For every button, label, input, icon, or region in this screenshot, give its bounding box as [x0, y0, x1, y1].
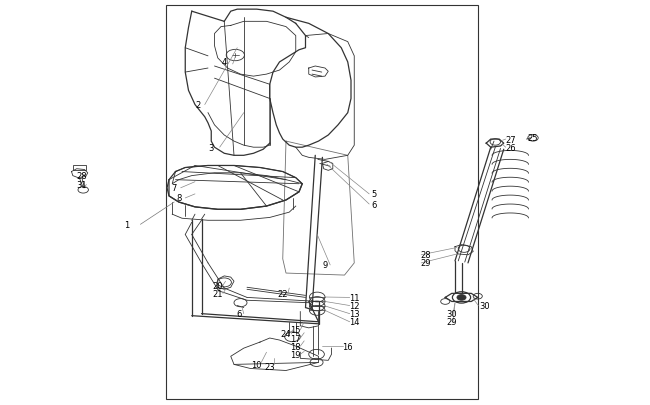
Text: 30: 30 [479, 301, 489, 310]
Text: 1: 1 [124, 220, 129, 229]
Text: 17: 17 [291, 334, 301, 343]
Text: 27: 27 [505, 135, 515, 144]
Text: 30: 30 [447, 309, 457, 318]
Text: 2: 2 [196, 101, 201, 110]
Text: 31: 31 [76, 181, 86, 190]
Text: 19: 19 [291, 350, 301, 359]
Text: 18: 18 [291, 342, 301, 351]
Text: 22: 22 [278, 289, 288, 298]
Text: 3: 3 [209, 143, 214, 152]
Text: 9: 9 [322, 261, 328, 270]
Text: 24: 24 [281, 330, 291, 339]
Text: 10: 10 [252, 360, 262, 369]
Text: 26: 26 [505, 143, 515, 152]
Text: 7: 7 [172, 184, 177, 193]
Text: 29: 29 [447, 318, 457, 326]
Text: 28: 28 [76, 172, 86, 181]
Text: 6: 6 [371, 200, 376, 209]
Text: 20: 20 [213, 281, 223, 290]
Text: 4: 4 [222, 58, 227, 67]
Bar [73, 166, 86, 171]
Bar [166, 6, 478, 399]
Text: 13: 13 [349, 309, 359, 318]
Text: 21: 21 [213, 289, 223, 298]
Text: 14: 14 [349, 318, 359, 326]
Text: 16: 16 [343, 342, 353, 351]
Text: 28: 28 [421, 251, 431, 260]
Text: 8: 8 [176, 194, 181, 203]
Text: 5: 5 [371, 190, 376, 199]
Text: 23: 23 [265, 362, 275, 371]
Text: 15: 15 [291, 326, 301, 335]
Circle shape [457, 295, 466, 301]
Text: 12: 12 [349, 301, 359, 310]
Text: 25: 25 [528, 133, 538, 142]
Text: 6: 6 [237, 309, 242, 318]
Text: 11: 11 [349, 293, 359, 302]
Text: 29: 29 [421, 259, 431, 268]
